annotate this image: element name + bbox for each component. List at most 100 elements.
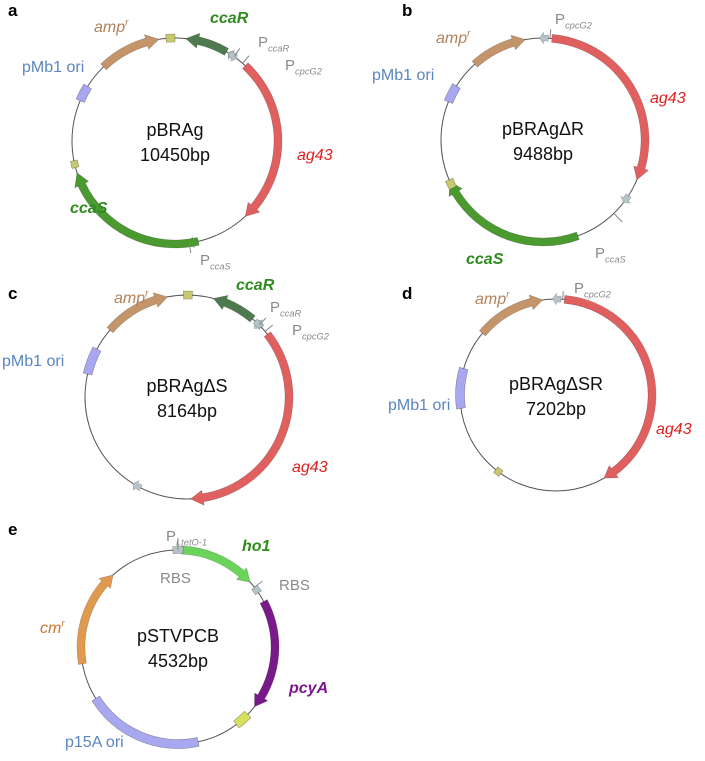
promoter-ccaS-arrow (620, 193, 632, 204)
label-leader-line (233, 48, 241, 57)
feature-label-subscript: cpcG2 (565, 21, 593, 31)
feature-label-subscript: LtetO-1 (176, 538, 207, 548)
amp-gene-arrow (100, 34, 160, 71)
feature-label: ampr (114, 289, 149, 307)
plasmid-name: pBRAg (146, 120, 203, 140)
marker-block (492, 466, 504, 477)
feature-label-text: P (258, 34, 268, 51)
feature-label-text: ccaS (70, 200, 108, 217)
plasmid-name: pBRAgΔS (146, 376, 227, 396)
label-leader-line (188, 242, 192, 253)
feature-label-superscript: r (145, 289, 149, 300)
feature-label-subscript: ccaS (605, 255, 626, 265)
ho1-gene-arrow (180, 545, 251, 583)
feature-label: PcpcG2 (574, 280, 612, 300)
ori-block (455, 366, 469, 410)
feature-label-subscript: cpcG2 (302, 332, 330, 342)
ag43-gene-arrow (563, 295, 657, 479)
promoter-cpcG2-arrow (552, 292, 562, 306)
rbs-block (251, 584, 262, 596)
promoter-cpcG2-arrow (539, 31, 549, 45)
label-leader-line (264, 324, 274, 332)
panel-letter: a (8, 1, 18, 20)
feature-label-text: pcyA (288, 680, 328, 697)
plasmid-map-a (70, 32, 283, 253)
amp-gene-arrow (478, 294, 544, 337)
feature-label-text: ccaR (236, 277, 275, 294)
feature-label: pMb1 ori (388, 397, 450, 414)
plasmid-name: pBRAgΔSR (509, 374, 603, 394)
feature-label: PLtetO-1 (166, 528, 207, 548)
feature-label: ampr (436, 29, 471, 47)
label-leader-line (254, 580, 263, 588)
feature-label-text: RBS (160, 570, 191, 587)
feature-label-text: P (595, 245, 605, 262)
feature-label: pMb1 ori (372, 67, 434, 84)
ag43-gene-arrow (551, 34, 650, 181)
plasmid-name: pBRAgΔR (502, 119, 584, 139)
feature-label-text: pMb1 ori (372, 67, 434, 84)
plasmid-map-c (82, 290, 294, 506)
feature-label: RBS (279, 577, 310, 594)
plasmid-size: 10450bp (140, 145, 210, 165)
ag43-gene-arrow (189, 331, 294, 506)
terminator-block (233, 710, 252, 729)
feature-label-superscript: r (467, 29, 471, 40)
ccaR-gene-arrow (212, 294, 256, 323)
plasmid-map-b (440, 29, 650, 247)
label-leader-line (562, 291, 564, 300)
label-leader-line (613, 213, 623, 223)
feature-label: PccaS (200, 252, 231, 272)
feature-label-text: pMb1 ori (2, 353, 64, 370)
promoter-block (172, 546, 184, 554)
feature-label-subscript: ccaR (268, 44, 289, 54)
panel-letter: b (402, 1, 412, 20)
feature-label-text: cm (40, 620, 61, 637)
promoter-small-arrow (132, 479, 143, 492)
plasmid-map-e (76, 538, 280, 749)
feature-label: pMb1 ori (2, 353, 64, 370)
feature-label: ho1 (242, 538, 271, 555)
feature-label-text: ccaR (210, 10, 249, 27)
feature-label-text: amp (94, 19, 125, 36)
feature-label: PcpcG2 (555, 11, 593, 31)
feature-label-subscript: ccaS (210, 262, 231, 272)
feature-label: pMb1 ori (22, 59, 84, 76)
cm-gene-arrow (76, 574, 114, 665)
feature-label-text: p15A ori (65, 734, 124, 751)
feature-label: p15A ori (65, 734, 124, 751)
marker-block (445, 177, 457, 191)
panel-letter: c (8, 284, 17, 303)
feature-label: ccaR (236, 277, 275, 294)
feature-label-text: ho1 (242, 538, 271, 555)
ori-block (82, 346, 102, 376)
feature-label: ag43 (656, 421, 692, 438)
feature-label-text: P (555, 11, 565, 28)
feature-label: PccaR (258, 34, 289, 54)
feature-label-text: amp (475, 291, 506, 308)
feature-label: ampr (94, 18, 129, 36)
ccaS-gene-arrow (448, 180, 580, 247)
ori-block (91, 695, 200, 749)
feature-label: ccaS (70, 200, 108, 217)
feature-label-text: pMb1 ori (388, 397, 450, 414)
ccaS-gene-arrow (74, 172, 200, 249)
feature-label-text: ag43 (297, 147, 333, 164)
feature-label: ccaS (466, 251, 504, 268)
promoter-cpcG2-arrow (252, 318, 264, 330)
feature-label-text: ccaS (466, 251, 504, 268)
feature-label-text: P (285, 57, 295, 74)
feature-label-text: P (292, 322, 302, 339)
feature-label-text: amp (436, 30, 467, 47)
feature-label-text: ag43 (656, 421, 692, 438)
plasmid-size: 9488bp (513, 144, 573, 164)
label-leader-line (549, 29, 552, 39)
feature-label-superscript: r (125, 18, 129, 29)
feature-label-text: P (574, 280, 584, 297)
feature-label: PcpcG2 (285, 57, 323, 77)
promoter-cpcG2-arrow (227, 50, 238, 62)
feature-label: PccaS (595, 245, 626, 265)
feature-label: ccaR (210, 10, 249, 27)
feature-label-text: P (200, 252, 210, 269)
